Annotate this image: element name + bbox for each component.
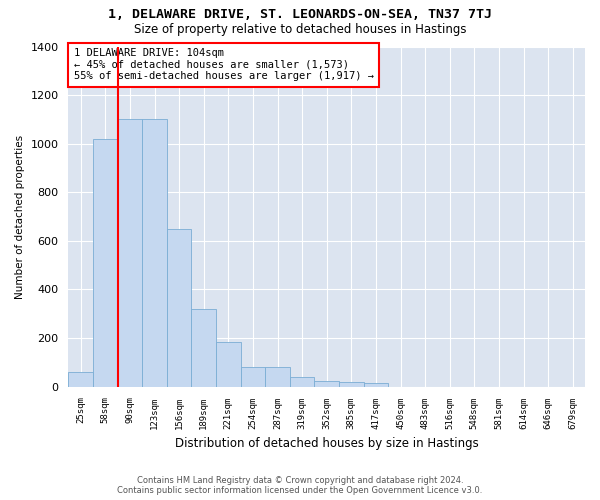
- Bar: [339, 382, 364, 386]
- X-axis label: Distribution of detached houses by size in Hastings: Distribution of detached houses by size …: [175, 437, 479, 450]
- Bar: [93, 139, 118, 386]
- Bar: [191, 309, 216, 386]
- Bar: [265, 368, 290, 386]
- Y-axis label: Number of detached properties: Number of detached properties: [15, 134, 25, 298]
- Bar: [290, 378, 314, 386]
- Bar: [241, 368, 265, 386]
- Bar: [118, 120, 142, 386]
- Text: 1 DELAWARE DRIVE: 104sqm
← 45% of detached houses are smaller (1,573)
55% of sem: 1 DELAWARE DRIVE: 104sqm ← 45% of detach…: [74, 48, 374, 82]
- Bar: [364, 384, 388, 386]
- Bar: [216, 342, 241, 386]
- Bar: [68, 372, 93, 386]
- Bar: [167, 228, 191, 386]
- Bar: [142, 120, 167, 386]
- Text: Contains HM Land Registry data © Crown copyright and database right 2024.
Contai: Contains HM Land Registry data © Crown c…: [118, 476, 482, 495]
- Text: Size of property relative to detached houses in Hastings: Size of property relative to detached ho…: [134, 22, 466, 36]
- Text: 1, DELAWARE DRIVE, ST. LEONARDS-ON-SEA, TN37 7TJ: 1, DELAWARE DRIVE, ST. LEONARDS-ON-SEA, …: [108, 8, 492, 20]
- Bar: [314, 382, 339, 386]
